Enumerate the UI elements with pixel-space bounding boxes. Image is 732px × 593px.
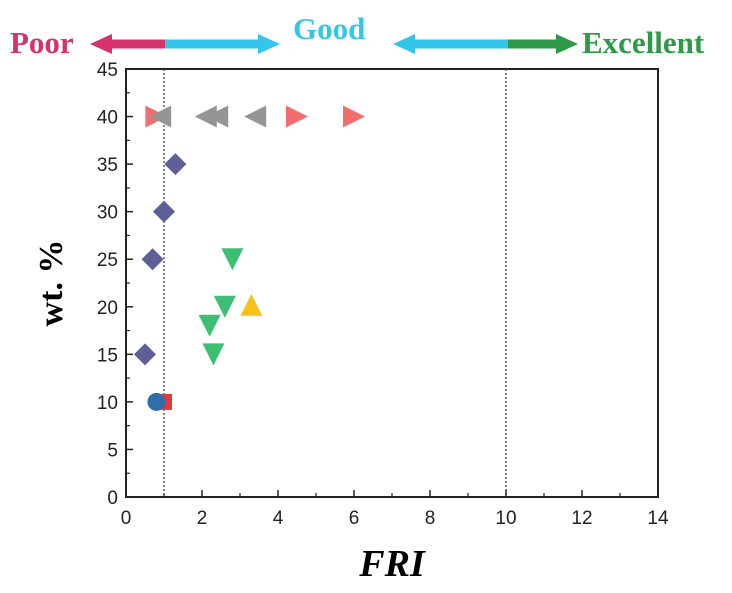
triangle-right-data-point xyxy=(343,105,365,128)
triangle-down-data-point xyxy=(198,314,221,337)
triangle-down-data-point xyxy=(213,295,236,318)
good-label: Good xyxy=(293,11,365,46)
triangle-left-data-point xyxy=(206,105,229,128)
triangle-down-data-point xyxy=(221,248,244,271)
triangle-left-data-point xyxy=(194,105,217,128)
x-tick-label: 4 xyxy=(273,508,284,529)
y-tick-label: 20 xyxy=(97,298,118,319)
data-points xyxy=(134,105,365,411)
y-tick-label: 40 xyxy=(97,108,118,129)
plot-frame xyxy=(125,68,659,498)
x-tick-label: 8 xyxy=(425,508,436,529)
circle-data-point xyxy=(147,392,166,411)
good-arrow-left-head xyxy=(393,34,415,54)
poor-label: Poor xyxy=(10,25,74,60)
triangle-down-data-point xyxy=(202,343,225,366)
poor-arrow-head xyxy=(90,34,112,54)
diamond-data-point xyxy=(134,343,156,366)
y-tick-label: 25 xyxy=(97,250,118,271)
y-tick-label: 30 xyxy=(97,203,118,224)
x-axis-title: FRI xyxy=(358,543,426,585)
diamond-data-point xyxy=(164,153,187,176)
y-axis: 0 5 10 15 20 25 30 35 40 45 xyxy=(97,60,133,509)
y-tick-label: 45 xyxy=(97,60,118,81)
x-tick-label: 2 xyxy=(197,508,208,529)
y-tick-label: 10 xyxy=(97,393,118,414)
triangle-left-data-point xyxy=(244,105,267,128)
reference-lines xyxy=(163,69,507,497)
diamond-data-point xyxy=(153,200,175,223)
x-tick-label: 14 xyxy=(647,508,669,529)
rating-banner: Poor Good Excellent xyxy=(10,11,705,60)
x-tick-label: 12 xyxy=(571,508,592,529)
y-tick-label: 35 xyxy=(97,155,118,176)
y-tick-label: 5 xyxy=(107,440,118,461)
excellent-label: Excellent xyxy=(582,25,705,60)
triangle-left-data-point xyxy=(149,105,172,128)
x-tick-label: 6 xyxy=(349,508,360,529)
y-axis-title: wt. % xyxy=(33,240,70,327)
y-tick-label: 0 xyxy=(107,488,118,509)
x-tick-label: 10 xyxy=(495,508,516,529)
x-tick-label: 0 xyxy=(121,508,132,529)
diamond-data-point xyxy=(141,248,164,271)
good-arrow-right-head xyxy=(258,34,280,54)
triangle-up-data-point xyxy=(240,293,263,316)
triangle-right-data-point xyxy=(286,105,308,128)
x-axis: 0 2 4 6 8 10 12 14 xyxy=(121,490,669,529)
y-tick-label: 15 xyxy=(97,345,118,366)
excellent-arrow-head xyxy=(556,34,578,54)
